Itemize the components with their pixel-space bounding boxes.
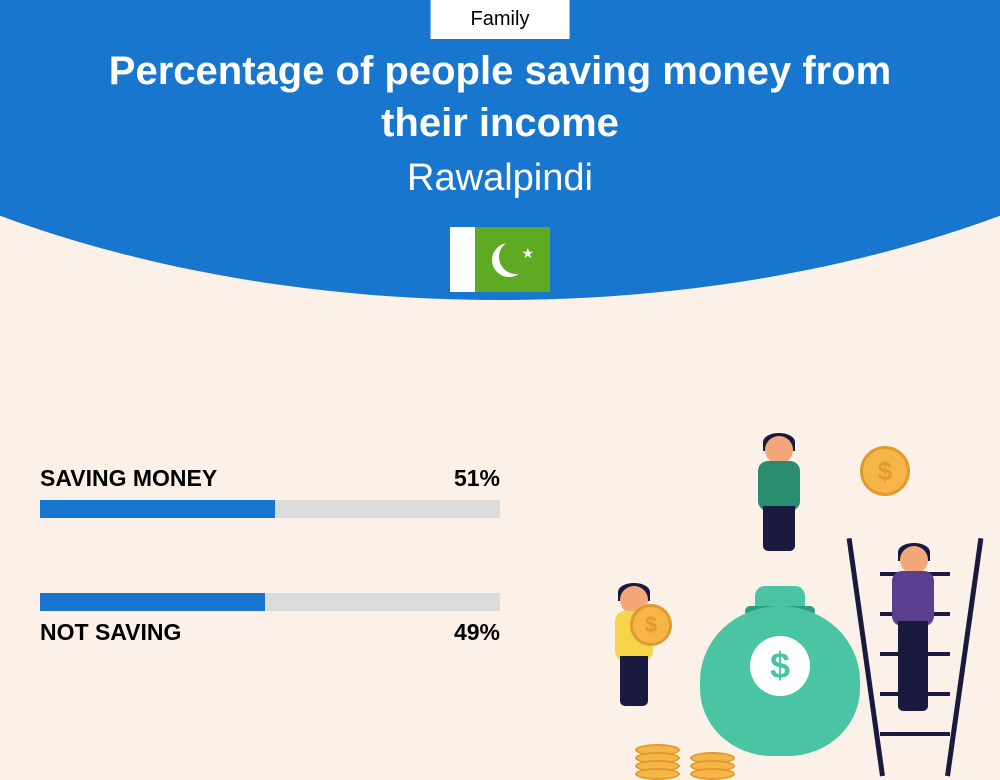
person-icon: [880, 546, 950, 726]
coin-icon: $: [860, 446, 910, 496]
person-icon: [740, 436, 820, 556]
bar-track: [40, 593, 500, 611]
bar-label: SAVING MONEY: [40, 465, 217, 492]
bar-label: NOT SAVING: [40, 619, 181, 646]
location-label: Rawalpindi: [0, 157, 1000, 200]
coin-icon: $: [630, 604, 672, 646]
bar-labels-bottom: NOT SAVING 49%: [40, 619, 500, 646]
dollar-sign-icon: $: [750, 636, 810, 696]
flag-green-field: ★: [475, 227, 550, 292]
main-title: Percentage of people saving money from t…: [0, 45, 1000, 149]
money-bag-icon: $: [700, 576, 860, 756]
bar-chart: SAVING MONEY 51% NOT SAVING 49%: [40, 465, 500, 721]
flag-star-icon: ★: [522, 245, 535, 262]
bar-value: 49%: [454, 619, 500, 646]
coin-stack-icon: [635, 744, 685, 776]
bar-fill: [40, 500, 275, 518]
bar-labels-top: SAVING MONEY 51%: [40, 465, 500, 492]
money-illustration: $ $ $: [580, 426, 980, 776]
bar-track: [40, 500, 500, 518]
pakistan-flag-icon: ★: [450, 227, 550, 292]
bar-group-saving: SAVING MONEY 51%: [40, 465, 500, 518]
category-tag: Family: [431, 0, 570, 39]
coin-stack-icon: [690, 752, 740, 776]
bar-value: 51%: [454, 465, 500, 492]
bar-fill: [40, 593, 265, 611]
title-container: Percentage of people saving money from t…: [0, 45, 1000, 200]
flag-white-stripe: [450, 227, 475, 292]
bar-group-not-saving: NOT SAVING 49%: [40, 593, 500, 646]
